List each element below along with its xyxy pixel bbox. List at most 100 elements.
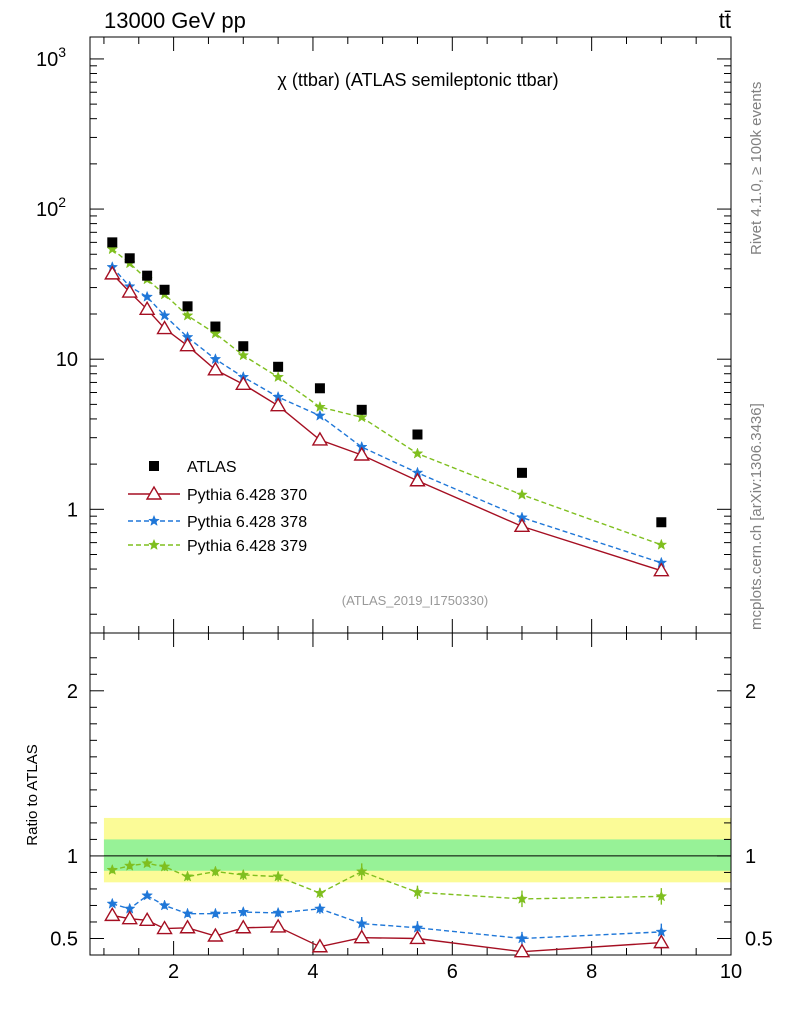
- data-point: [159, 284, 170, 295]
- data-point: [314, 400, 326, 413]
- data-point: [516, 467, 527, 478]
- data-point: [237, 349, 250, 361]
- ratio-data-point: [355, 865, 368, 877]
- data-point: [181, 309, 194, 321]
- legend-marker-atlas: [149, 461, 159, 471]
- y-tick-label: 103: [36, 44, 66, 71]
- ratio-y-label-right: 0.5: [745, 928, 773, 950]
- series-1: [104, 265, 670, 577]
- data-point: [210, 321, 221, 332]
- y-tick-exponent: 3: [58, 44, 66, 60]
- ratio-series-layer: [104, 857, 670, 958]
- data-point: [356, 404, 367, 415]
- data-point: [411, 447, 424, 459]
- data-point: [355, 411, 368, 423]
- ratio-data-point: [411, 886, 424, 898]
- x-tick-label: 4: [307, 961, 318, 983]
- ratio-data-point: [209, 907, 222, 919]
- data-point: [412, 429, 423, 440]
- data-point: [179, 337, 196, 352]
- ratio-data-point: [141, 857, 154, 869]
- y-tick-label: 102: [36, 194, 66, 221]
- ratio-panel: Ratio to ATLAS 0.5 0.5 1 1 2 2 2 4 6 8 10: [24, 632, 773, 983]
- legend: ATLAS Pythia 6.428 370 Pythia 6.428 378 …: [128, 459, 307, 555]
- series-0: [107, 237, 667, 528]
- y-tick-label: 10: [56, 349, 78, 371]
- ratio-data-point: [158, 899, 171, 911]
- ratio-data-point: [272, 906, 285, 918]
- data-point: [207, 361, 224, 376]
- data-point: [182, 301, 193, 312]
- ratio-data-point: [181, 870, 194, 882]
- data-point: [273, 361, 284, 372]
- ratio-series-0: [104, 906, 670, 958]
- energy-label: 13000 GeV pp: [104, 8, 246, 33]
- data-point: [516, 488, 528, 500]
- ratio-data-point: [123, 859, 136, 871]
- legend-label-pythia-378: Pythia 6.428 378: [187, 514, 307, 531]
- ratio-data-point: [121, 910, 138, 925]
- mcplots-label: mcplots.cern.ch [arXiv:1306.3436]: [748, 403, 765, 630]
- ratio-data-point: [138, 911, 156, 927]
- legend-marker-370: [145, 485, 163, 500]
- legend-label-pythia-370: Pythia 6.428 370: [187, 487, 307, 504]
- ratio-data-point: [209, 865, 222, 877]
- ratio-data-point: [235, 919, 252, 934]
- legend-entry-atlas: ATLAS: [149, 459, 237, 476]
- ratio-ylabel: Ratio to ATLAS: [24, 744, 41, 845]
- main-series-layer: [104, 237, 670, 577]
- ratio-data-point: [314, 902, 326, 914]
- data-point: [656, 517, 667, 528]
- ratio-data-point: [104, 906, 121, 922]
- ratio-data-point: [179, 919, 196, 934]
- legend-entry-pythia-378: Pythia 6.428 378: [128, 514, 307, 531]
- data-point: [311, 431, 329, 446]
- ratio-data-point: [355, 917, 368, 929]
- ratio-data-point: [156, 920, 173, 935]
- main-axis-ticks: 1 10 102 103: [36, 37, 732, 633]
- data-point: [655, 538, 668, 550]
- legend-marker-378: [148, 514, 160, 526]
- data-point: [141, 290, 154, 302]
- main-panel: χ (ttbar) (ATLAS semileptonic ttbar) (AT…: [36, 36, 732, 634]
- data-point: [653, 562, 670, 577]
- rivet-label: Rivet 4.1.0, ≥ 100k events: [748, 82, 765, 255]
- y-tick-label: 1: [67, 499, 78, 521]
- data-point: [138, 300, 156, 315]
- process-label: tt̄: [719, 8, 731, 33]
- x-tick-label: 6: [447, 961, 458, 983]
- ratio-data-point: [158, 860, 171, 872]
- ratio-series-line: [112, 914, 662, 953]
- ratio-data-point: [272, 870, 285, 882]
- x-tick-label: 10: [720, 961, 742, 983]
- data-point: [104, 265, 121, 280]
- data-point: [353, 446, 370, 461]
- data-point: [272, 370, 285, 383]
- ratio-data-point: [269, 918, 287, 933]
- legend-label-pythia-379: Pythia 6.428 379: [187, 538, 307, 555]
- legend-label-atlas: ATLAS: [187, 459, 237, 476]
- data-point: [314, 383, 325, 394]
- ratio-data-point: [237, 905, 250, 918]
- data-point: [513, 517, 531, 533]
- data-point: [209, 327, 222, 339]
- ratio-data-point: [311, 938, 329, 953]
- data-point: [156, 320, 173, 335]
- ratio-data-point: [516, 892, 528, 904]
- ratio-data-point: [409, 930, 426, 945]
- ratio-data-point: [655, 890, 668, 902]
- ratio-series-1: [106, 889, 668, 946]
- ratio-series-2: [106, 857, 668, 908]
- data-point: [158, 309, 171, 321]
- ratio-data-point: [655, 925, 668, 937]
- ratio-data-point: [106, 863, 119, 875]
- ratio-uncertainty-band: [103, 817, 731, 883]
- data-point: [121, 283, 138, 298]
- data-point: [142, 270, 153, 281]
- ratio-data-point: [513, 943, 531, 958]
- ratio-data-point: [411, 921, 424, 933]
- ratio-data-point: [207, 927, 224, 942]
- data-point: [235, 375, 252, 391]
- legend-entry-pythia-379: Pythia 6.428 379: [128, 538, 307, 555]
